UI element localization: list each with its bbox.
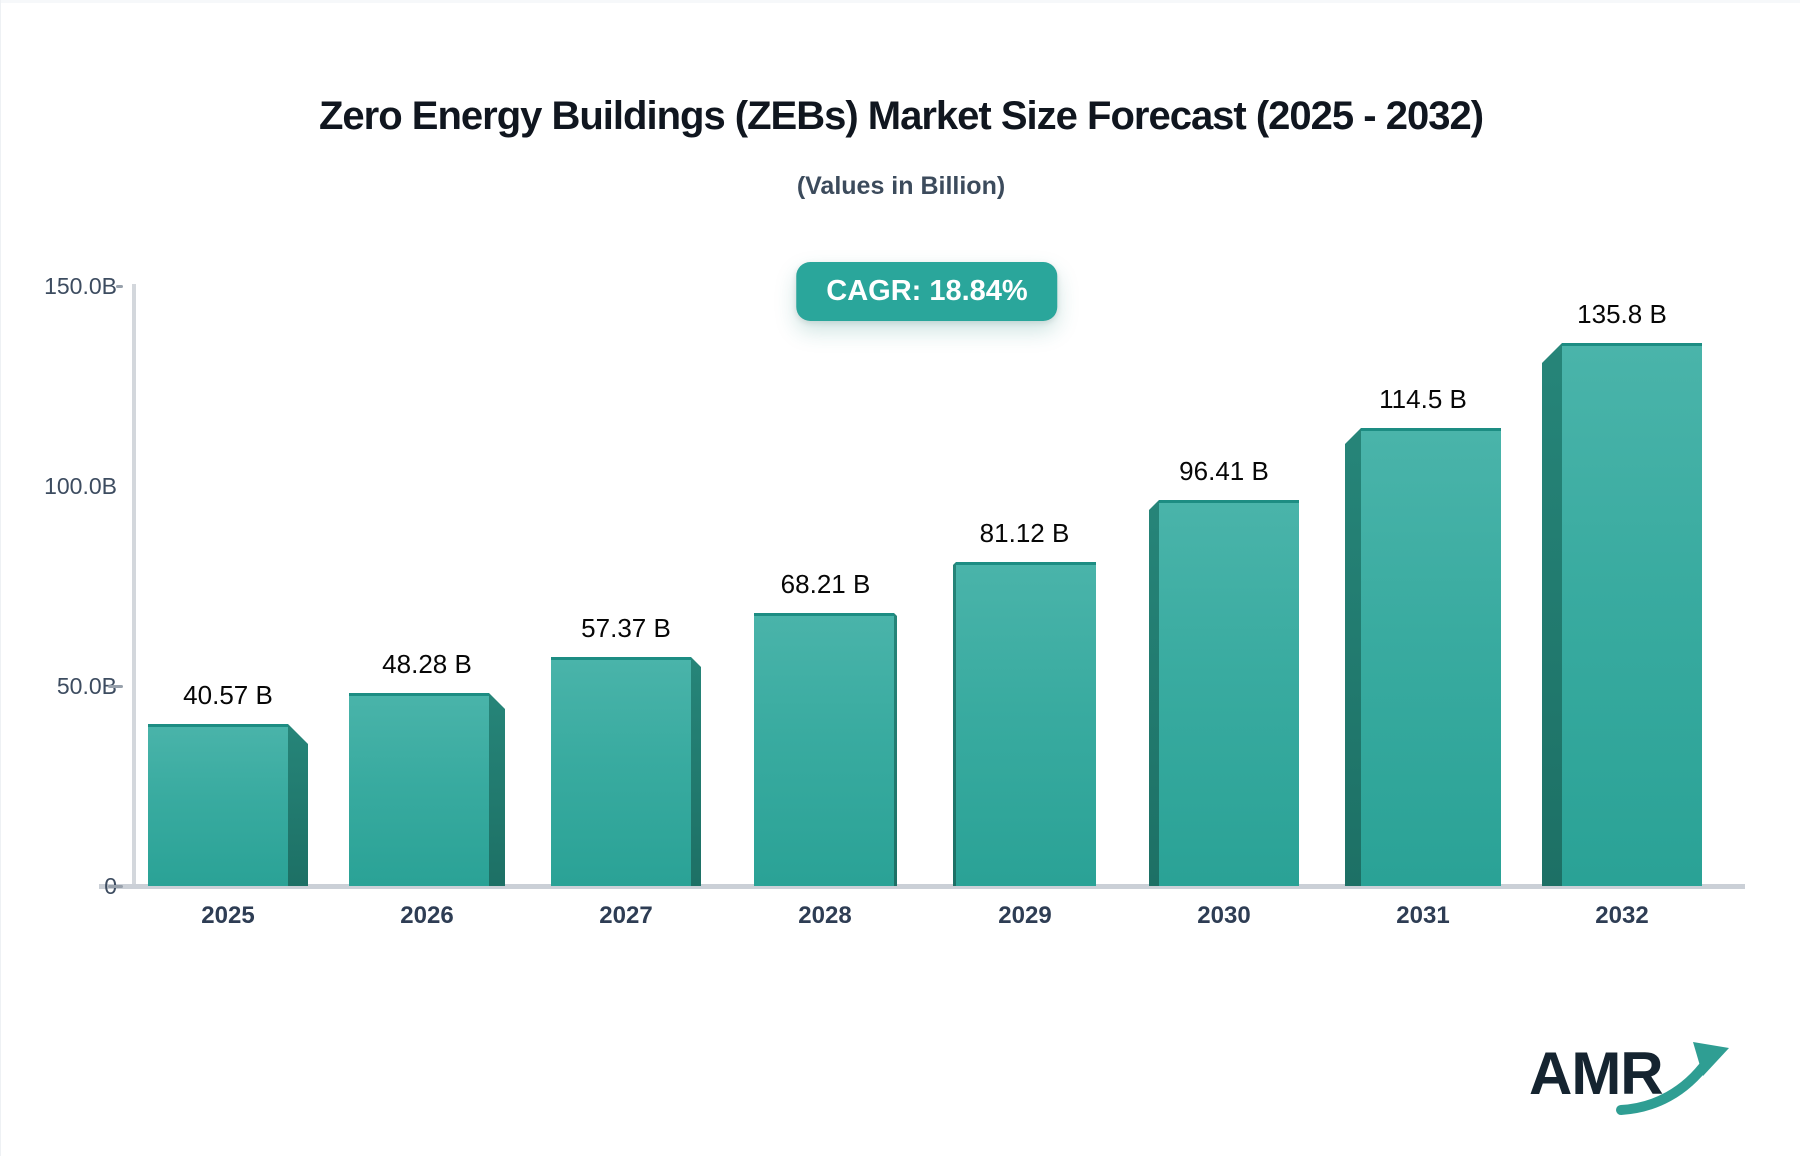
bar-face [956, 562, 1096, 886]
bar-face [551, 657, 691, 886]
x-axis-label-2032: 2032 [1595, 902, 1649, 929]
amr-logo-arrow-icon [1616, 1042, 1729, 1115]
bar-2026: 48.28 B [349, 649, 505, 886]
bar-3d-side [489, 693, 505, 886]
y-tick-label: 50.0B [56, 673, 117, 699]
bar-3d-side [288, 724, 308, 886]
bar-top-edge [551, 657, 691, 660]
y-tick-label: 100.0B [44, 473, 117, 499]
bar-face [1361, 428, 1501, 886]
bar-face [148, 724, 288, 886]
bar-2030: 96.41 B [1149, 456, 1299, 886]
bar-2025: 40.57 B [148, 680, 308, 886]
bar-top-edge [349, 693, 489, 696]
bar-face [349, 693, 489, 886]
x-axis-label-2031: 2031 [1396, 902, 1450, 929]
chart-subtitle: (Values in Billion) [796, 172, 1006, 200]
x-axis-label-2025: 2025 [201, 902, 255, 929]
amr-logo-text: AMR [1529, 1040, 1664, 1107]
bar-top-edge [956, 562, 1096, 565]
bar-3d-side [894, 613, 897, 886]
bar-value-label: 81.12 B [979, 518, 1070, 548]
cagr-badge-label: CAGR: 18.84% [826, 275, 1028, 307]
top-edge-strip [1, 0, 1800, 3]
bar-value-label: 68.21 B [780, 569, 871, 599]
x-axis-label-2029: 2029 [998, 902, 1052, 929]
y-tick-label: 150.0B [44, 273, 117, 299]
bar-face [1562, 343, 1702, 886]
bar-top-edge [1159, 500, 1299, 503]
y-tick-label: 0 [1, 872, 117, 900]
bar-top-edge [1361, 428, 1501, 431]
bar-2031: 114.5 B [1345, 384, 1501, 886]
bar-top-edge [148, 724, 288, 727]
bar-value-label: 40.57 B [183, 680, 273, 710]
amr-logo: AMR [1529, 1038, 1739, 1122]
y-tick-mark [116, 285, 123, 288]
bar-3d-side [1345, 428, 1361, 886]
bar-top-edge [1562, 343, 1702, 346]
bar-3d-side [953, 562, 956, 886]
bar-value-label: 135.8 B [1577, 299, 1667, 329]
chart-title: Zero Energy Buildings (ZEBs) Market Size… [318, 94, 1484, 138]
bar-2029: 81.12 B [953, 518, 1096, 886]
bar-3d-side [1542, 343, 1562, 886]
bar-value-label: 96.41 B [1179, 456, 1269, 486]
cagr-badge: CAGR: 18.84% [796, 262, 1058, 321]
bar-face [754, 613, 894, 886]
y-tick-mark [108, 885, 123, 888]
bar-value-label: 48.28 B [382, 649, 472, 679]
bar-2027: 57.37 B [551, 613, 701, 886]
y-axis-line [132, 284, 136, 888]
bar-value-label: 57.37 B [581, 613, 671, 643]
x-axis-label-2027: 2027 [599, 902, 653, 929]
bar-value-label: 114.5 B [1379, 384, 1467, 414]
bar-face [1159, 500, 1299, 886]
bar-3d-side [1149, 500, 1159, 886]
x-axis-line [99, 884, 1745, 889]
x-axis-label-2026: 2026 [400, 902, 454, 929]
bar-3d-side [691, 657, 701, 886]
x-axis-label-2030: 2030 [1197, 902, 1251, 929]
bar-2028: 68.21 B [754, 569, 897, 886]
x-axis-label-2028: 2028 [798, 902, 852, 929]
bar-2032: 135.8 B [1542, 299, 1702, 886]
bar-top-edge [754, 613, 894, 616]
y-tick-mark [108, 685, 123, 688]
